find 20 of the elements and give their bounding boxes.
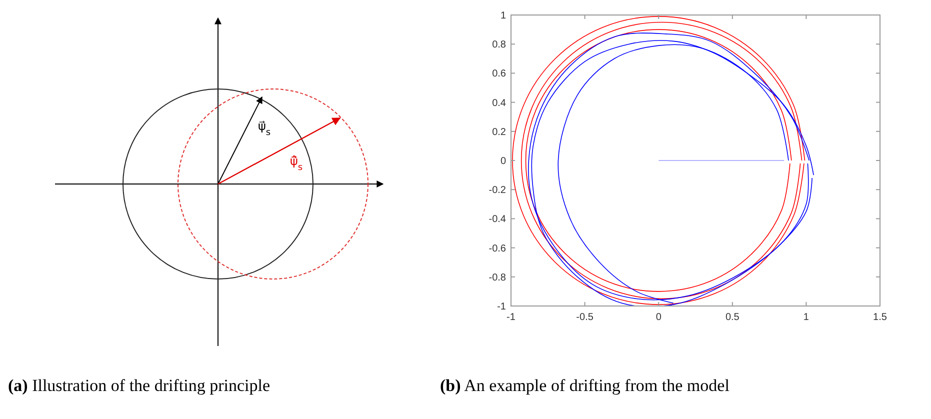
text: (b) An example of drifting from the model [440,376,730,395]
x-tick-label: -0.5 [576,312,594,323]
y-tick-label: 0.6 [492,68,506,80]
y-tick-label: -0.4 [488,214,506,226]
text: (a) Illustration of the drifting principle [8,376,270,395]
y-tick-label: 0 [500,156,506,167]
x-tick-label: 0 [656,312,662,323]
x-tick-label: 1 [803,312,810,323]
y-tick-label: -0.6 [488,243,506,254]
y-tick-label: -1 [497,302,506,312]
text: ψ⃗$_{s}$ [258,119,271,138]
x-tick-label: 1.5 [873,312,888,323]
y-tick-label: -0.8 [488,272,506,284]
text: ψ̂⃗$_{s}$ [290,154,303,173]
y-tick-label: 0.4 [492,98,506,109]
y-tick-label: 0.2 [492,126,506,138]
x-tick-label: 0.5 [725,312,740,323]
y-tick-label: -0.2 [488,185,506,196]
y-tick-label: 0.8 [492,40,506,51]
y-tick-label: 1 [500,10,506,22]
